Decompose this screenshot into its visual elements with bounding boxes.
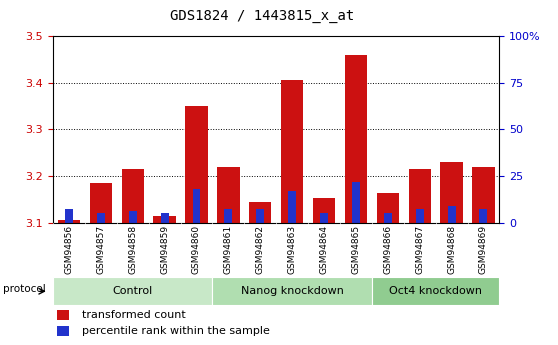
Bar [224,209,232,223]
Text: GSM94857: GSM94857 [97,225,105,274]
Bar [448,206,455,223]
Text: GSM94864: GSM94864 [320,225,329,274]
Text: protocol: protocol [3,284,45,294]
Bar [372,277,499,305]
Bar [408,169,431,223]
Text: GSM94865: GSM94865 [352,225,360,274]
Bar [213,277,372,305]
Bar [57,310,69,320]
Bar [281,80,304,223]
Bar [129,211,137,223]
Text: GSM94858: GSM94858 [128,225,137,274]
Bar [472,167,494,223]
Bar [90,183,112,223]
Bar [53,277,213,305]
Bar [122,169,144,223]
Bar [416,209,424,223]
Bar [256,209,264,223]
Bar [153,216,176,223]
Text: GSM94860: GSM94860 [192,225,201,274]
Bar [57,326,69,336]
Bar [479,209,488,223]
Bar [97,213,105,223]
Bar [288,191,296,223]
Bar [217,167,239,223]
Text: GDS1824 / 1443815_x_at: GDS1824 / 1443815_x_at [170,9,354,23]
Bar [65,209,73,223]
Bar [249,201,271,223]
Text: percentile rank within the sample: percentile rank within the sample [82,326,270,336]
Bar [384,213,392,223]
Text: GSM94869: GSM94869 [479,225,488,274]
Text: GSM94859: GSM94859 [160,225,169,274]
Text: GSM94856: GSM94856 [65,225,74,274]
Text: GSM94866: GSM94866 [383,225,392,274]
Bar [58,220,80,223]
Bar [193,189,200,223]
Text: GSM94867: GSM94867 [415,225,424,274]
Text: GSM94861: GSM94861 [224,225,233,274]
Text: GSM94868: GSM94868 [447,225,456,274]
Bar [320,213,328,223]
Bar [161,213,169,223]
Bar [345,55,367,223]
Text: transformed count: transformed count [82,310,186,320]
Text: Nanog knockdown: Nanog knockdown [240,286,344,296]
Bar [440,162,463,223]
Bar [377,193,399,223]
Text: Oct4 knockdown: Oct4 knockdown [389,286,482,296]
Text: GSM94863: GSM94863 [288,225,297,274]
Bar [185,106,208,223]
Text: GSM94862: GSM94862 [256,225,264,274]
Text: Control: Control [113,286,153,296]
Bar [352,181,360,223]
Bar [313,198,335,223]
